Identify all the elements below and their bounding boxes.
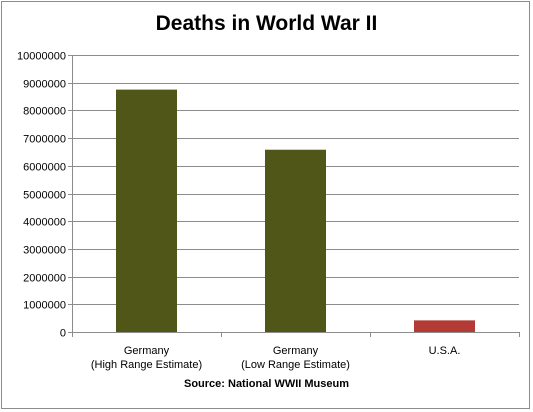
bar — [414, 320, 475, 332]
y-tick-label: 10000000 — [17, 51, 66, 63]
category-label: (Low Range Estimate) — [241, 359, 350, 371]
bar — [116, 89, 177, 332]
y-tick-label: 6000000 — [23, 162, 66, 174]
y-tick-label: 3000000 — [23, 245, 66, 257]
category-label: Germany — [124, 345, 170, 357]
y-tick-label: 5000000 — [23, 190, 66, 202]
chart-title: Deaths in World War II — [155, 12, 378, 35]
y-tick-label: 0 — [60, 328, 66, 340]
y-tick-label: 1000000 — [23, 300, 66, 312]
y-tick-label: 7000000 — [23, 134, 66, 146]
chart-source: Source: National WWII Museum — [183, 378, 349, 390]
y-tick-label: 4000000 — [23, 217, 66, 229]
category-label: Germany — [273, 345, 319, 357]
y-tick-label: 9000000 — [23, 79, 66, 91]
category-label: (High Range Estimate) — [91, 359, 202, 371]
y-tick-label: 8000000 — [23, 106, 66, 118]
bar — [265, 149, 326, 332]
y-tick-label: 2000000 — [23, 273, 66, 285]
category-label: U.S.A. — [429, 345, 461, 357]
